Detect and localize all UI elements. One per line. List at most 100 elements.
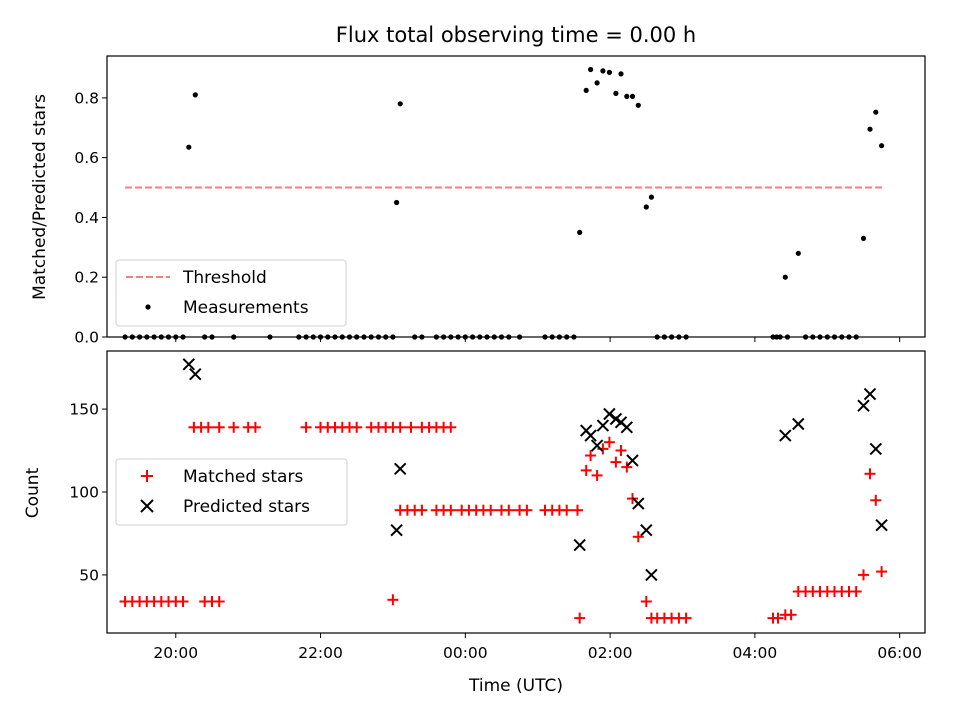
x-tick-label: 02:00 xyxy=(588,644,633,662)
measurement-point xyxy=(588,66,594,73)
predicted-star-point xyxy=(875,518,888,532)
measurements-legend-swatch xyxy=(145,304,151,310)
matched-star-point xyxy=(249,421,261,433)
measurement-point xyxy=(782,274,788,280)
measurement-point xyxy=(867,126,873,132)
predicted-star-point xyxy=(632,497,645,510)
bottom-legend-box xyxy=(115,458,348,526)
x-axis-label: Time (UTC) xyxy=(468,676,563,696)
matched-star-point xyxy=(858,569,869,581)
top-y-tick-label: 0.2 xyxy=(74,269,99,287)
matched-star-point xyxy=(850,586,862,597)
top-y-tick-label: 0.8 xyxy=(74,89,99,107)
matched-star-point xyxy=(574,612,586,624)
matched-star-point xyxy=(785,609,797,621)
matched-star-point xyxy=(864,468,876,480)
matched-star-point xyxy=(615,445,627,456)
measurements-layer xyxy=(122,66,885,340)
matched-star-point xyxy=(351,421,363,433)
matched-star-point xyxy=(445,504,457,516)
bottom-y-tick-label: 150 xyxy=(69,401,99,419)
measurement-point xyxy=(643,204,649,210)
x-tick-label: 00:00 xyxy=(443,644,488,662)
predicted-star-point xyxy=(573,538,586,552)
top-legend-box xyxy=(115,259,347,327)
predicted-star-point xyxy=(393,462,407,476)
measurement-point xyxy=(577,229,583,235)
bottom-x-ticks: 20:00 22:00 00:00 02:00 04:00 06:00 xyxy=(153,633,922,662)
predicted-stars-layer xyxy=(182,358,888,582)
matched-star-point xyxy=(405,421,417,433)
measurement-point xyxy=(613,90,619,96)
top-y-tick-label: 0.4 xyxy=(74,209,99,227)
predicted-star-point xyxy=(857,399,870,412)
measurement-point xyxy=(186,144,192,150)
x-tick-label: 22:00 xyxy=(298,644,343,662)
predicted-star-point xyxy=(590,439,604,452)
predicted-star-point xyxy=(584,429,597,442)
matched-star-point xyxy=(610,456,622,468)
measurement-point xyxy=(583,87,589,93)
threshold-legend-label: Threshold xyxy=(182,268,267,288)
measurement-point xyxy=(624,93,630,99)
matched-star-point xyxy=(300,421,312,433)
matched-star-point xyxy=(876,566,888,578)
measurement-point xyxy=(192,92,198,98)
matched-star-point xyxy=(213,596,225,607)
measurement-point xyxy=(600,68,606,74)
x-tick-label: 20:00 xyxy=(153,644,198,662)
top-y-tick-label: 0.0 xyxy=(74,329,99,347)
bottom-y-tick-label: 50 xyxy=(79,566,99,584)
matched-star-point xyxy=(503,504,515,516)
predicted-star-point xyxy=(620,421,634,434)
x-tick-label: 06:00 xyxy=(877,644,922,662)
top-y-axis-label: Matched/Predicted stars xyxy=(30,94,50,300)
bottom-legend: Matched stars Predicted stars xyxy=(115,458,348,526)
measurement-point xyxy=(606,69,613,75)
measurement-point xyxy=(594,80,600,86)
matched-star-point xyxy=(177,596,189,607)
count-panel: Count Time (UTC) 50 100 150 20:00 22:00 00:0… xyxy=(23,350,926,696)
matched-star-point xyxy=(772,612,784,624)
matched-star-point xyxy=(394,421,406,433)
measurement-point xyxy=(879,143,885,149)
matched-star-point xyxy=(416,504,428,516)
matched-star-point xyxy=(603,436,615,448)
top-y-ticks: 0.0 0.2 0.4 0.6 0.8 xyxy=(74,89,107,347)
matched-star-point xyxy=(561,504,573,516)
matched-star-point xyxy=(213,421,225,433)
predicted-star-point xyxy=(596,419,610,432)
matched-stars-layer xyxy=(119,421,888,624)
top-x-ticks xyxy=(175,337,901,342)
measurement-point xyxy=(648,194,655,200)
matched-star-point xyxy=(521,504,533,516)
matched-star-point xyxy=(621,461,633,473)
measurement-point xyxy=(629,93,636,99)
predicted-star-point xyxy=(182,358,196,371)
matched-star-point xyxy=(870,494,882,506)
top-y-tick-label: 0.6 xyxy=(74,149,99,167)
bottom-y-tick-label: 100 xyxy=(69,484,99,502)
top-legend: Threshold Measurements xyxy=(115,259,347,327)
matched-star-point xyxy=(387,594,399,606)
predicted-star-point xyxy=(390,523,403,537)
matched-star-point xyxy=(680,612,692,624)
measurement-point xyxy=(795,250,801,256)
predicted-star-point xyxy=(189,367,202,381)
matched-star-point xyxy=(445,421,457,433)
matched-star-point xyxy=(202,421,214,433)
predicted-star-point xyxy=(779,429,792,442)
ratio-panel: Flux total observing time = 0.00 h Match… xyxy=(30,23,926,347)
matched-star-point xyxy=(485,504,497,516)
measurement-point xyxy=(860,235,867,241)
predicted-legend-label: Predicted stars xyxy=(183,497,310,517)
matched-star-point xyxy=(228,421,240,433)
matched-legend-label: Matched stars xyxy=(183,467,303,487)
predicted-star-point xyxy=(869,442,883,456)
matched-star-point xyxy=(580,464,592,476)
matched-star-point xyxy=(572,504,583,516)
measurement-point xyxy=(635,102,641,108)
matched-star-point xyxy=(585,450,597,461)
measurement-point xyxy=(873,109,879,115)
chart-title: Flux total observing time = 0.00 h xyxy=(336,23,696,47)
